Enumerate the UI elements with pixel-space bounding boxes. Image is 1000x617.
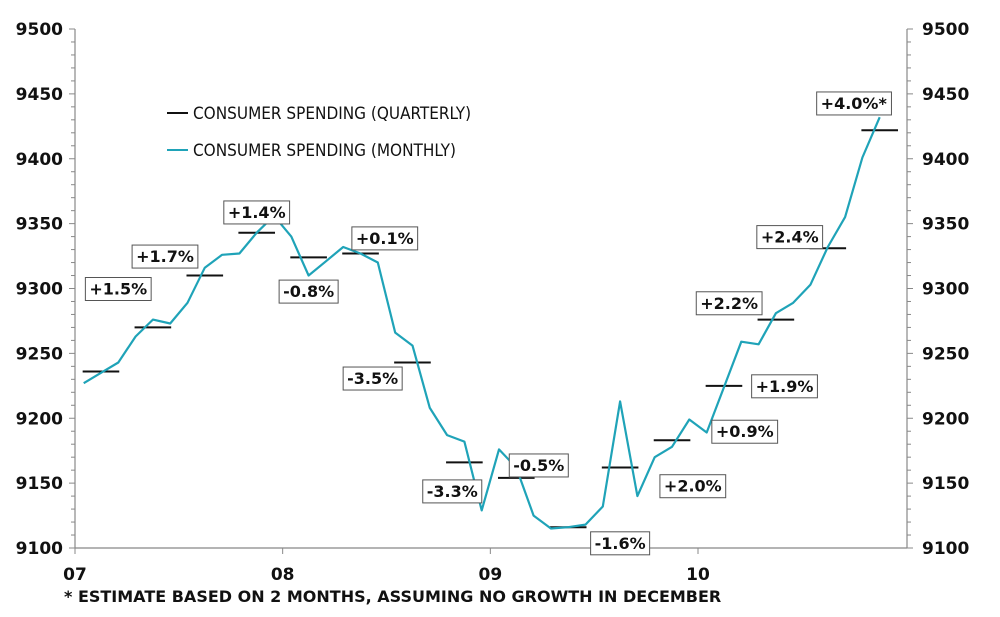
y-tick-label-right: 9400: [922, 150, 969, 170]
change-label-box: [223, 200, 291, 225]
change-label-box: [351, 226, 419, 251]
y-tick-label-right: 9200: [922, 409, 969, 429]
y-tick-label-right: 9500: [922, 20, 969, 40]
y-tick-label-right: 9150: [922, 474, 969, 494]
change-label: -3.3%: [422, 479, 483, 504]
change-label-text: +1.9%: [756, 377, 814, 396]
y-tick-label-right: 9250: [922, 344, 969, 364]
change-label-box: [84, 277, 152, 301]
change-label-box: [422, 479, 483, 504]
x-tick-label: 10: [686, 565, 710, 585]
change-label-box: [751, 374, 818, 399]
x-tick-label: 08: [271, 565, 295, 585]
change-label-box: [508, 453, 569, 478]
change-label-text: -0.8%: [283, 282, 334, 301]
quarterly-series: [82, 129, 899, 529]
y-tick-label-right: 9350: [922, 215, 969, 235]
change-label: +4.0%*: [816, 91, 892, 116]
y-tick-label-left: 9150: [16, 474, 63, 494]
change-label: -0.8%: [278, 279, 339, 304]
change-label-box: [590, 531, 651, 556]
x-tick-label: 07: [63, 565, 87, 585]
y-tick-label-left: 9300: [16, 280, 63, 300]
change-label: +2.2%: [695, 291, 763, 316]
y-tick-label-left: 9100: [16, 539, 63, 559]
legend-label-quarterly: CONSUMER SPENDING (QUARTERLY): [193, 104, 471, 124]
y-tick-label-right: 9450: [922, 85, 969, 105]
change-label: +1.7%: [131, 244, 199, 269]
change-label-box: [695, 291, 763, 316]
change-label: +2.4%: [756, 225, 824, 250]
y-tick-label-right: 9100: [922, 539, 969, 559]
change-label-text: -3.5%: [347, 369, 398, 388]
monthly-series: [83, 116, 881, 530]
change-label-text: +1.5%: [89, 280, 147, 299]
y-tick-label-left: 9500: [16, 20, 63, 40]
change-label-text: -3.3%: [427, 482, 478, 501]
y-tick-label-right: 9300: [922, 280, 969, 300]
y-tick-label-left: 9450: [16, 85, 63, 105]
change-label: +0.9%: [711, 419, 779, 444]
axes: 9100 9100 9150 9150 9200 9200 9250 9250 9300 9300…: [16, 20, 970, 585]
change-label-text: +2.4%: [761, 228, 819, 247]
change-label-text: +2.0%: [664, 477, 722, 496]
y-tick-label-left: 9400: [16, 150, 63, 170]
y-tick-label-left: 9350: [16, 215, 63, 235]
change-label: -3.5%: [342, 366, 403, 391]
legend-label-monthly: CONSUMER SPENDING (MONTHLY): [193, 141, 456, 161]
change-label-text: +0.1%: [356, 229, 414, 248]
legend: CONSUMER SPENDING (QUARTERLY) CONSUMER S…: [167, 104, 471, 161]
change-label: +2.0%: [659, 474, 727, 499]
y-tick-label-left: 9200: [16, 409, 63, 429]
change-label-text: -1.6%: [595, 534, 646, 553]
change-label-box: [342, 366, 403, 391]
change-label-text: +1.7%: [136, 247, 194, 266]
change-label-text: -0.5%: [513, 456, 564, 475]
monthly-line: [83, 116, 881, 530]
change-label-text: +0.9%: [716, 422, 774, 441]
change-label-box: [131, 244, 199, 269]
change-label-box: [756, 225, 824, 250]
change-label-text: +4.0%*: [821, 94, 888, 113]
change-label-text: +1.4%: [228, 203, 286, 222]
change-label: +1.4%: [223, 200, 291, 225]
change-label-box: [711, 419, 779, 444]
change-label-text: +2.2%: [700, 294, 758, 313]
change-label: -0.5%: [508, 453, 569, 478]
footnote: * ESTIMATE BASED ON 2 MONTHS, ASSUMING N…: [64, 587, 721, 606]
x-tick-label: 09: [478, 565, 502, 585]
change-label-box: [659, 474, 727, 499]
change-label: -1.6%: [590, 531, 651, 556]
change-label: +0.1%: [351, 226, 419, 251]
change-label-box: [816, 91, 892, 116]
change-label: +1.5%: [84, 277, 152, 301]
annotations: +1.5% +1.7% +1.4% -0.8% +0.1% -3.5% -3.3% -0.5%…: [84, 91, 892, 556]
y-tick-label-left: 9250: [16, 344, 63, 364]
change-label: +1.9%: [751, 374, 818, 399]
change-label-box: [278, 279, 339, 304]
